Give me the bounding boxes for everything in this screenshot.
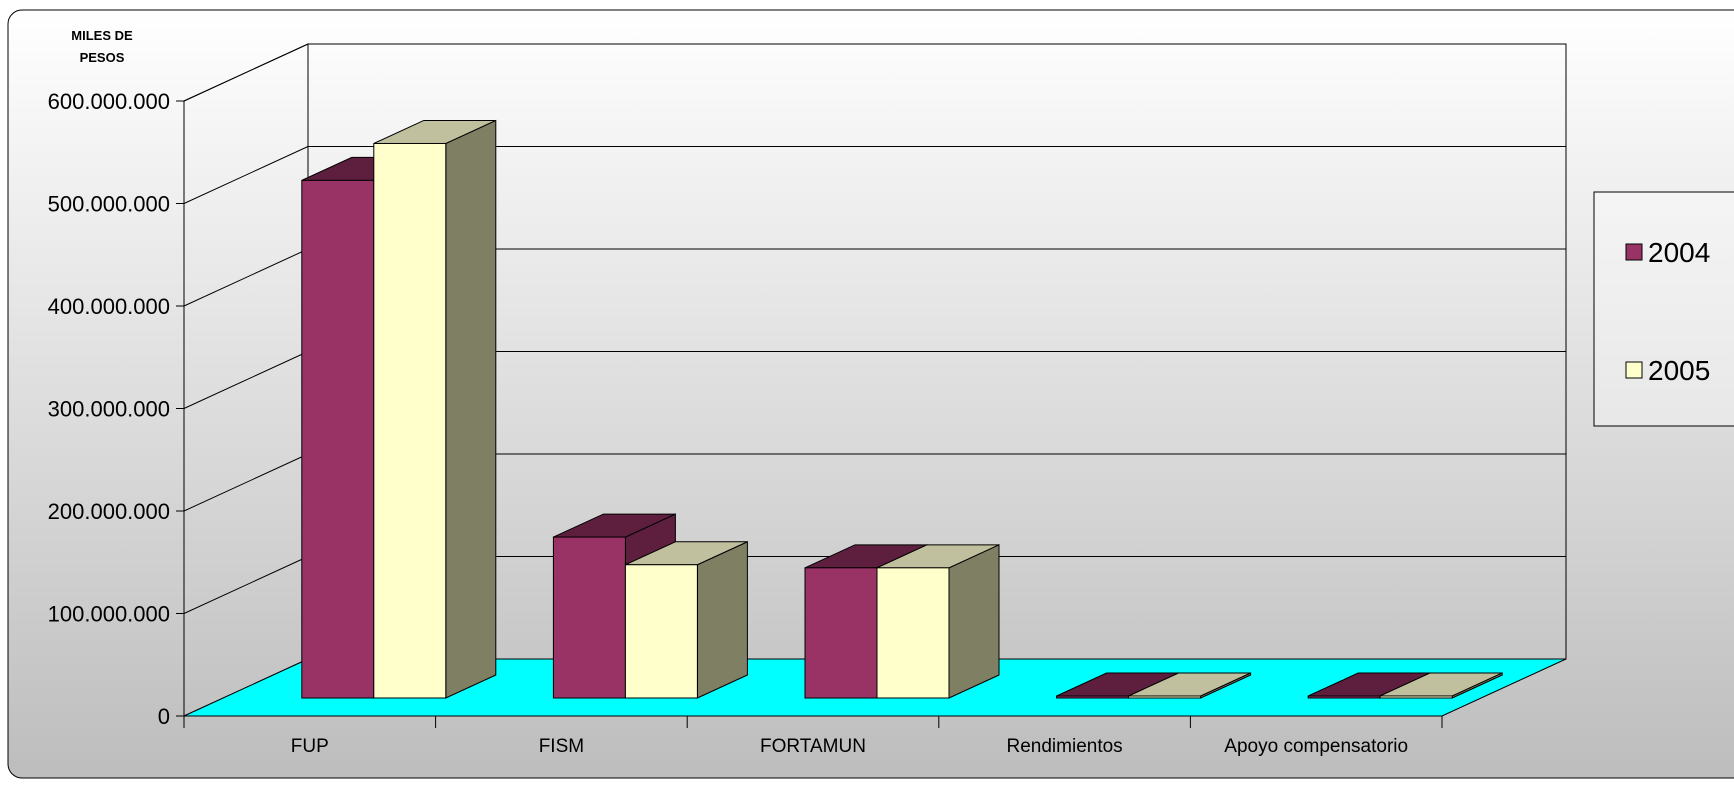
- bar-front: [1128, 695, 1202, 699]
- gridline: [183, 453, 309, 512]
- x-tick-label: FISM: [539, 736, 584, 757]
- gridline: [183, 556, 309, 614]
- x-tick-label: FORTAMUN: [760, 736, 866, 757]
- bar-side: [696, 540, 748, 699]
- gridline: [183, 248, 309, 307]
- x-tick-label: Apoyo compensatorio: [1224, 736, 1408, 757]
- bar-front: [624, 564, 698, 699]
- gridline: [183, 43, 309, 102]
- y-tick-label: 400.000.000: [48, 294, 170, 319]
- legend-box: [1593, 191, 1734, 427]
- bars: [301, 119, 1503, 699]
- gridline: [183, 146, 309, 204]
- bar: [1379, 672, 1503, 699]
- y-axis-title-line-1: MILES DE: [71, 28, 133, 43]
- legend-label: 2004: [1648, 237, 1710, 268]
- bar-front: [1379, 695, 1453, 699]
- bar: [876, 544, 1000, 699]
- bar-front: [552, 536, 626, 699]
- y-tick-label: 200.000.000: [48, 499, 170, 524]
- y-axis-title-line-2: PESOS: [80, 50, 125, 65]
- y-tick-label: 300.000.000: [48, 397, 170, 422]
- bar: [624, 540, 748, 699]
- y-tick-label: 100.000.000: [48, 602, 170, 627]
- legend-label: 2005: [1648, 355, 1710, 386]
- bar-front: [876, 567, 950, 699]
- y-tick-label: 500.000.000: [48, 192, 170, 217]
- bar-side: [445, 119, 497, 699]
- legend-swatch: [1625, 361, 1643, 379]
- bar-front: [301, 179, 375, 699]
- legend: 2004 2005: [1593, 191, 1734, 427]
- y-tick-label: 600.000.000: [48, 89, 170, 114]
- y-tick-label: 0: [158, 704, 170, 729]
- bar-side: [948, 544, 1000, 699]
- bar-front: [1307, 695, 1381, 699]
- bar-front: [804, 567, 878, 699]
- bar-front: [1056, 695, 1130, 699]
- bar: [373, 119, 497, 699]
- legend-swatch: [1625, 243, 1643, 261]
- bar-front: [373, 142, 447, 699]
- bar: [1128, 672, 1252, 699]
- axes: 0 100.000.000 200.000.000 300.000.000 400.00…: [48, 89, 1443, 757]
- x-tick-label: Rendimientos: [1007, 736, 1123, 757]
- gridline: [183, 351, 309, 409]
- x-tick-label: FUP: [291, 736, 329, 757]
